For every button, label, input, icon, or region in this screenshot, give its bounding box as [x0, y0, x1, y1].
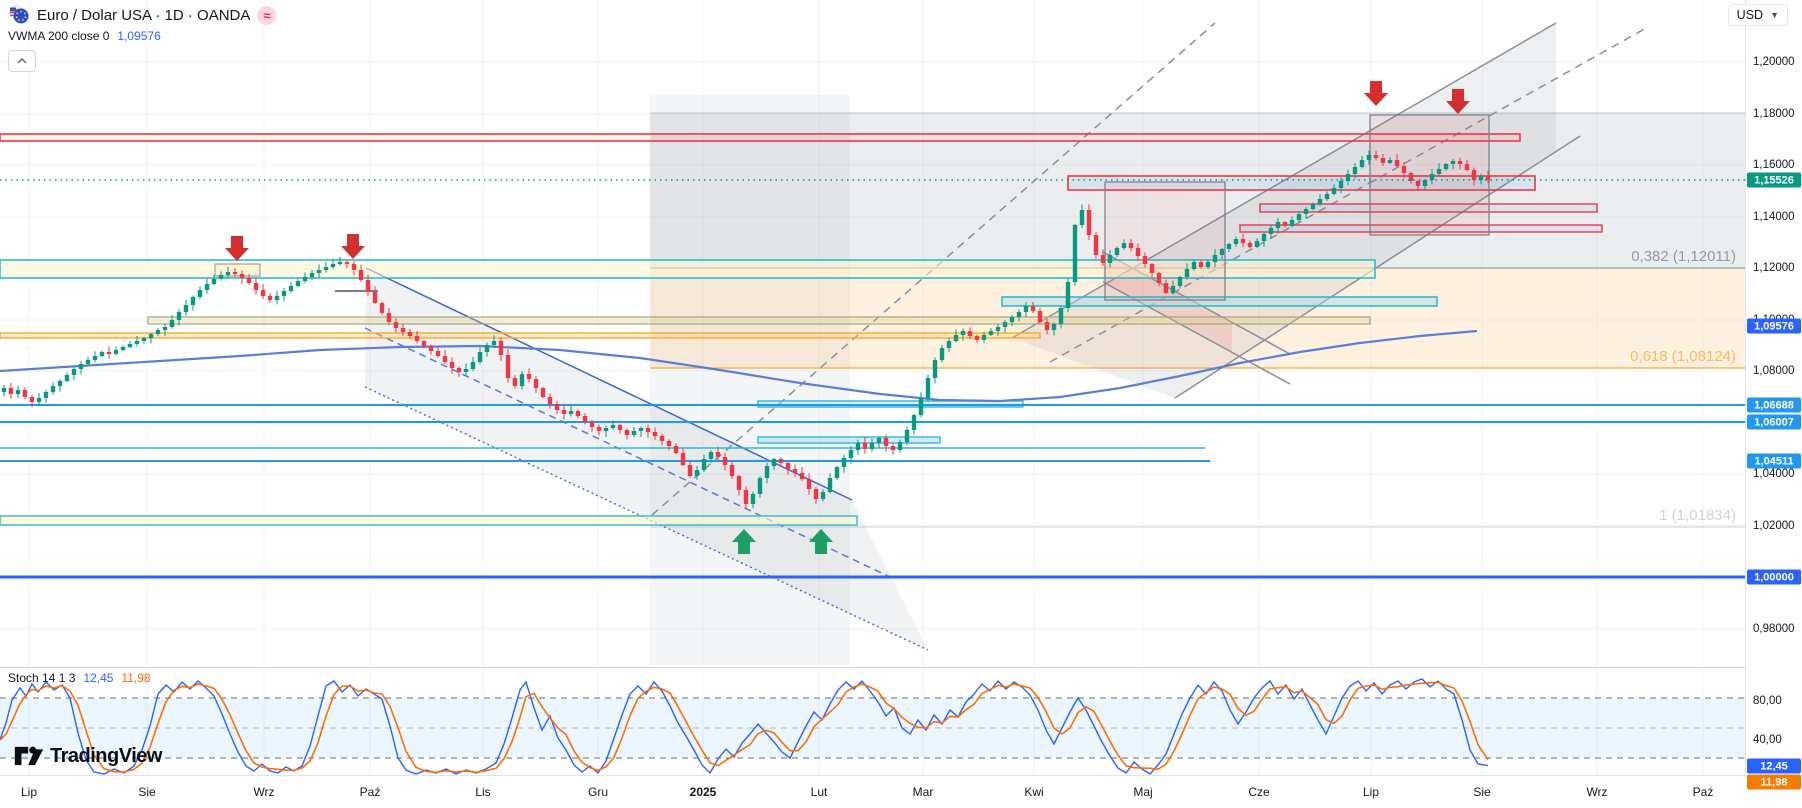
vwma-line: [0, 329, 1478, 403]
collapse-legend-button[interactable]: [8, 50, 36, 72]
time-axis-label: Lip: [1362, 785, 1380, 799]
tradingview-logo: TradingView: [14, 744, 162, 768]
currency-pair-icon: [8, 5, 30, 25]
price-axis-label: 1,16000: [1753, 159, 1795, 171]
stoch-title: Stoch 14 1 3: [8, 671, 76, 685]
time-axis-label: Paź: [359, 785, 381, 799]
fib-label: 1 (1,01834): [1659, 507, 1736, 524]
teal-strip-feb: [757, 436, 941, 444]
time-axis-label: Sie: [138, 785, 156, 799]
price-axis-label: 0,98000: [1753, 623, 1795, 635]
buy-arrow-marker: [732, 529, 756, 554]
price-axis-label: 1,20000: [1753, 56, 1795, 68]
price-axis[interactable]: 1,200001,180001,160001,140001,120001,100…: [1745, 0, 1802, 790]
price-axis-badge: 1,06688: [1747, 397, 1801, 413]
price-axis-badge: 1,04511: [1747, 453, 1801, 469]
symbol-legend-row[interactable]: Euro / Dolar USA · 1D · OANDA ≈: [8, 4, 277, 26]
price-axis-label: 40,00: [1753, 734, 1782, 746]
price-axis-label: 1,08000: [1753, 365, 1795, 377]
price-axis-label: 80,00: [1753, 695, 1782, 707]
small-top-box: [214, 263, 261, 277]
time-axis[interactable]: Lip Sie Wrz Paź Lis Gru 2025 Lut Mar Kwi Maj Cze Lip…: [0, 775, 1802, 808]
legend: Euro / Dolar USA · 1D · OANDA ≈ VWMA 200…: [8, 4, 277, 72]
chevron-up-icon: [17, 58, 27, 64]
supply-zone-112: [0, 259, 1376, 279]
price-axis-badge: 12,45: [1747, 758, 1801, 774]
stoch-d-line: [0, 681, 1489, 774]
time-axis-label: Paź: [1692, 785, 1714, 799]
buy-arrow-marker: [809, 529, 833, 554]
price-chart-canvas[interactable]: 0,382 (1,12011) 0,618 (1,08124) 1 (1,01834…: [0, 0, 1745, 667]
time-axis-label: Maj: [1133, 785, 1153, 799]
fib-zone-0618: [650, 268, 1745, 368]
stoch-d-value: 11,98: [121, 671, 151, 685]
khaki-band: [147, 316, 1371, 325]
sell-arrow-marker: [341, 234, 365, 259]
price-axis-badge: 1,09576: [1747, 318, 1801, 334]
stoch-legend[interactable]: Stoch 14 1 3 12,45 11,98: [8, 671, 151, 685]
delayed-data-badge[interactable]: ≈: [257, 5, 277, 25]
orange-band-109: [0, 332, 1041, 339]
time-axis-label: Cze: [1248, 785, 1270, 799]
fib-label: 0,382 (1,12011): [1631, 248, 1736, 265]
time-axis-label: Lis: [475, 785, 491, 799]
price-axis-badge: 1,00000: [1747, 569, 1801, 585]
price-axis-badge: 1,15526: [1747, 172, 1801, 188]
price-axis-label: 1,12000: [1753, 262, 1795, 274]
time-axis-label: 2025: [689, 785, 717, 799]
time-axis-label: Mar: [912, 785, 934, 799]
watermark-text: TradingView: [50, 744, 162, 767]
sell-arrow-marker: [1446, 89, 1470, 114]
price-axis-label: 1,18000: [1753, 108, 1795, 120]
gray-box-jul: [1369, 114, 1490, 236]
falling-wedge-fill: [365, 268, 928, 650]
time-axis-label: Lut: [810, 785, 828, 799]
stoch-k-value: 12,45: [83, 671, 114, 685]
gray-box-may: [1104, 181, 1226, 301]
time-axis-label: Wrz: [1586, 785, 1608, 799]
time-axis-label: Lip: [20, 785, 38, 799]
pane-divider[interactable]: [0, 667, 1802, 668]
resistance-1180: [0, 133, 1521, 142]
indicator-value: 1,09576: [117, 29, 161, 43]
date-range-band: [650, 95, 850, 665]
currency-selector[interactable]: USD ▼: [1727, 4, 1788, 26]
candles-layer: [1, 150, 1491, 510]
stochastic-chart-canvas[interactable]: [0, 667, 1745, 775]
stoch-k-line: [0, 678, 1489, 775]
demand-zone-102: [0, 515, 858, 526]
price-axis-badge: 11,98: [1747, 774, 1801, 790]
price-axis-badge: 1,06007: [1747, 414, 1801, 430]
red-box-1136: [1239, 224, 1603, 233]
price-axis-label: 1,02000: [1753, 520, 1795, 532]
tradingview-logo-icon: [14, 746, 44, 766]
sell-arrow-marker: [1364, 81, 1388, 106]
indicator-legend-row[interactable]: VWMA 200 close 0 1,09576: [8, 26, 276, 46]
price-axis-label: 1,04000: [1753, 468, 1795, 480]
symbol-title: Euro / Dolar USA · 1D · OANDA: [37, 6, 251, 24]
time-axis-label: Wrz: [253, 785, 275, 799]
time-axis-label: Sie: [1473, 785, 1491, 799]
currency-label: USD: [1736, 8, 1764, 22]
red-box-1144: [1259, 203, 1598, 213]
cyan-box-1128: [1001, 296, 1438, 307]
indicator-name: VWMA 200 close 0: [8, 29, 110, 43]
price-axis-label: 1,14000: [1753, 211, 1795, 223]
time-axis-label: Kwi: [1024, 785, 1044, 799]
sell-arrow-marker: [225, 236, 249, 261]
chevron-down-icon: ▼: [1770, 10, 1779, 20]
fib-label: 0,618 (1,08124): [1630, 348, 1736, 365]
time-axis-label: Gru: [587, 785, 609, 799]
